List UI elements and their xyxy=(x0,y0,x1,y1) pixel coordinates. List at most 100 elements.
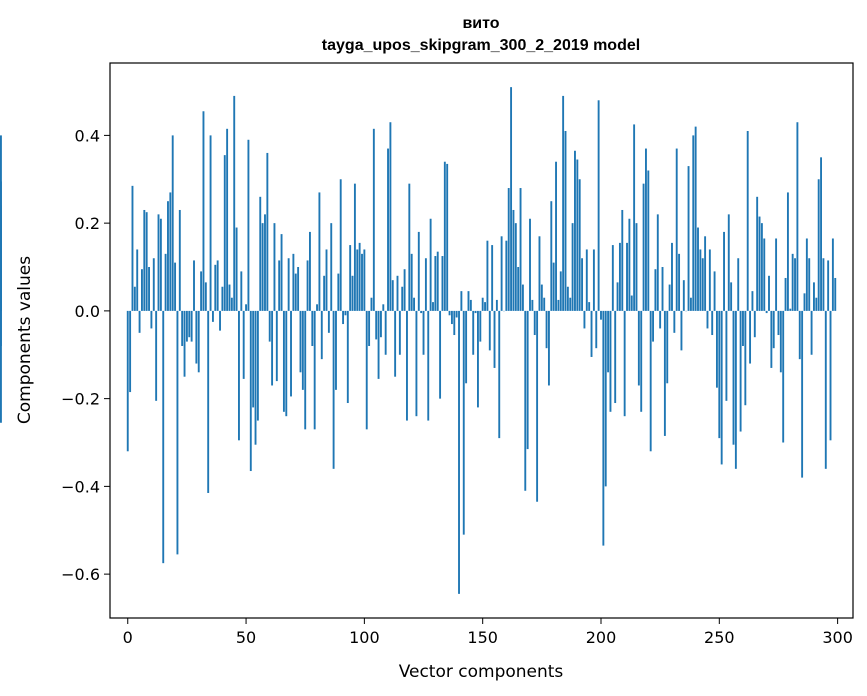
bar xyxy=(365,310,368,430)
bar xyxy=(252,310,255,408)
bar xyxy=(155,310,158,401)
chart-subtitle: tayga_upos_skipgram_300_2_2019 model xyxy=(322,37,640,54)
bar xyxy=(559,271,562,311)
bar xyxy=(294,273,297,311)
bar xyxy=(786,192,789,311)
bar xyxy=(824,310,827,469)
bar xyxy=(633,124,636,311)
bar xyxy=(753,310,756,338)
bar xyxy=(150,310,153,329)
x-tick-label: 300 xyxy=(822,628,853,647)
bar xyxy=(254,310,257,445)
bar xyxy=(581,258,584,311)
bar xyxy=(768,275,770,311)
bar xyxy=(595,310,598,349)
bar xyxy=(133,286,136,311)
bar xyxy=(692,135,695,311)
bar xyxy=(697,227,699,311)
bar xyxy=(517,267,520,311)
bar xyxy=(758,216,761,311)
bar xyxy=(486,240,489,311)
bar xyxy=(0,310,2,346)
bar xyxy=(368,310,371,346)
bar xyxy=(822,258,825,311)
bar xyxy=(588,302,591,311)
bar xyxy=(654,269,657,311)
bar xyxy=(174,262,177,311)
bar xyxy=(510,87,513,311)
bar xyxy=(701,258,704,311)
bar xyxy=(637,310,640,386)
bar xyxy=(335,310,337,390)
bar xyxy=(0,302,2,311)
bar xyxy=(372,128,375,311)
bar xyxy=(794,258,796,311)
bar xyxy=(223,155,226,311)
bars-group xyxy=(0,87,837,594)
bar xyxy=(708,249,711,311)
bar xyxy=(384,310,387,355)
bar xyxy=(316,304,318,311)
bar xyxy=(673,310,676,333)
bar xyxy=(742,310,744,346)
bar xyxy=(377,310,380,379)
bar xyxy=(247,139,250,311)
bar xyxy=(290,310,292,397)
bar xyxy=(181,310,184,346)
bar xyxy=(138,310,141,333)
bar xyxy=(512,209,515,311)
bar xyxy=(526,310,529,450)
bar xyxy=(441,256,444,311)
bar xyxy=(630,295,633,311)
bar xyxy=(514,223,517,311)
bar xyxy=(815,297,818,311)
bar xyxy=(185,310,188,342)
bar xyxy=(280,234,283,311)
bar xyxy=(207,310,210,493)
bar xyxy=(763,238,766,311)
bar xyxy=(706,310,709,329)
bar xyxy=(259,196,262,311)
bar xyxy=(353,183,356,311)
bar xyxy=(784,277,787,311)
bar xyxy=(699,249,702,311)
bar xyxy=(590,310,593,357)
bar xyxy=(417,231,420,311)
bar xyxy=(640,310,643,412)
bar xyxy=(370,297,373,311)
bar xyxy=(678,253,681,311)
bar xyxy=(834,277,837,311)
bar xyxy=(351,275,354,311)
bar xyxy=(325,249,328,311)
bar xyxy=(304,310,307,430)
bar xyxy=(148,267,150,311)
bar xyxy=(356,249,359,311)
bar xyxy=(779,310,782,373)
bar xyxy=(661,267,664,311)
x-tick-label: 0 xyxy=(123,628,133,647)
bar xyxy=(772,310,775,349)
bar xyxy=(467,291,470,311)
bar xyxy=(242,310,245,379)
bar xyxy=(566,286,569,311)
x-tick-label: 200 xyxy=(586,628,617,647)
bar xyxy=(585,249,588,311)
x-axis-label: Vector components xyxy=(399,662,564,682)
bar xyxy=(495,299,498,311)
bar xyxy=(571,223,574,311)
bar xyxy=(562,95,565,311)
bar xyxy=(375,310,378,340)
y-tick-label: 0.2 xyxy=(75,214,100,233)
bar xyxy=(0,135,2,311)
bar xyxy=(287,258,290,311)
bar xyxy=(221,286,224,311)
y-tick-label: 0.4 xyxy=(75,126,100,145)
y-tick-label: −0.6 xyxy=(61,565,100,584)
bar xyxy=(765,310,768,314)
chart-title: вито xyxy=(462,15,499,32)
bar xyxy=(462,310,465,535)
bar xyxy=(415,310,418,417)
bar xyxy=(521,284,524,311)
bar xyxy=(592,249,595,311)
bar xyxy=(273,223,276,311)
